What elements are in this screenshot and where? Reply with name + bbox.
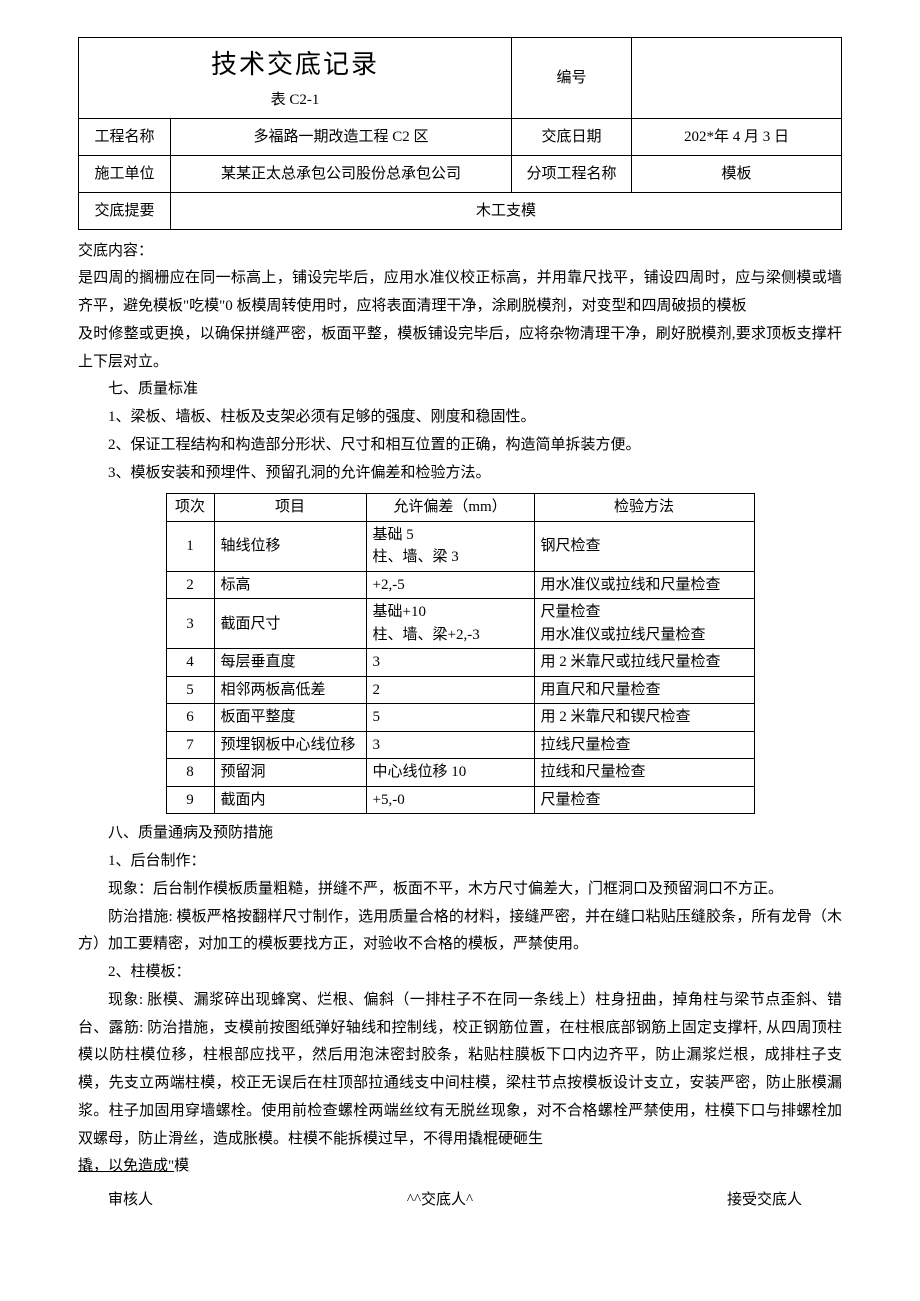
cell-item: 相邻两板高低差 [214,676,366,704]
content-label: 交底内容： [78,238,842,266]
sub-title: 2、柱模板： [78,959,842,987]
cell-item: 截面尺寸 [214,599,366,649]
table-row: 9截面内+5,-0尺量检查 [166,786,754,814]
th: 允许偏差（mm） [366,494,534,522]
cell-no: 9 [166,786,214,814]
cell-item: 标高 [214,571,366,599]
doc-title: 技术交底记录 [87,44,503,86]
cell-method: 尺量检查用水准仪或拉线尺量检查 [534,599,754,649]
table-row: 7预埋钢板中心线位移3拉线尺量检查 [166,731,754,759]
tolerance-table: 项次 项目 允许偏差（mm） 检验方法 1轴线位移基础 5柱、墙、梁 3钢尺检查… [166,493,755,814]
summary-value: 木工支模 [171,192,842,229]
table-row: 4每层垂直度3用 2 米靠尺或拉线尺量检查 [166,649,754,677]
th: 项目 [214,494,366,522]
cell-tolerance: 3 [366,731,534,759]
row-label: 工程名称 [79,118,171,155]
th: 项次 [166,494,214,522]
list-item: 3、模板安装和预埋件、预留孔洞的允许偏差和检验方法。 [78,460,842,488]
cell-no: 7 [166,731,214,759]
paragraph-text: 现象: 胀模、漏浆碎出现蜂窝、烂根、偏斜（一排柱子不在同一条线上）柱身扭曲，掉角… [78,987,842,1154]
paragraph: 防治措施: 模板严格按翻样尺寸制作，选用质量合格的材料，接缝严密，并在缝口粘贴压… [78,904,842,960]
signature-line: 审核人 ^^交底人^ 接受交底人 [78,1187,842,1215]
cell-no: 2 [166,571,214,599]
cell-item: 截面内 [214,786,366,814]
row-label: 分项工程名称 [512,155,632,192]
cell-tolerance: 基础 5柱、墙、梁 3 [366,521,534,571]
cell-method: 用水准仪或拉线和尺量检查 [534,571,754,599]
cell-tolerance: +5,-0 [366,786,534,814]
cell-no: 3 [166,599,214,649]
header-table: 技术交底记录 表 C2-1 编号 工程名称 多福路一期改造工程 C2 区 交底日… [78,37,842,230]
cell-no: 6 [166,704,214,732]
table-code: 表 C2-1 [87,88,503,112]
paragraph: 是四周的搁栅应在同一标高上，铺设完毕后，应用水准仪校正标高，并用靠尺找平，铺设四… [78,265,842,321]
cell-no: 8 [166,759,214,787]
reviewer-label: 审核人 [78,1187,319,1215]
cell-item: 预埋钢板中心线位移 [214,731,366,759]
serial-value [632,38,842,119]
cell-tolerance: 2 [366,676,534,704]
cell-method: 用 2 米靠尺或拉线尺量检查 [534,649,754,677]
th: 检验方法 [534,494,754,522]
cell-method: 用 2 米靠尺和锲尺检查 [534,704,754,732]
cell-no: 1 [166,521,214,571]
sub-title: 1、后台制作： [78,848,842,876]
table-row: 3截面尺寸基础+10柱、墙、梁+2,-3尺量检查用水准仪或拉线尺量检查 [166,599,754,649]
table-row: 5相邻两板高低差2用直尺和尺量检查 [166,676,754,704]
cell-method: 用直尺和尺量检查 [534,676,754,704]
cell-no: 4 [166,649,214,677]
cell-item: 预留洞 [214,759,366,787]
paragraph: 现象：后台制作模板质量粗糙，拼缝不严，板面不平，木方尺寸偏差大，门框洞口及预留洞… [78,876,842,904]
row-value: 模板 [632,155,842,192]
cell-item: 板面平整度 [214,704,366,732]
table-row: 2标高+2,-5用水准仪或拉线和尺量检查 [166,571,754,599]
paragraph: 及时修整或更换，以确保拼缝严密，板面平整，模板铺设完毕后，应将杂物清理干净，刷好… [78,321,842,377]
cell-method: 尺量检查 [534,786,754,814]
cell-item: 每层垂直度 [214,649,366,677]
cell-tolerance: +2,-5 [366,571,534,599]
row-value: 202*年 4 月 3 日 [632,118,842,155]
table-row: 6板面平整度5用 2 米靠尺和锲尺检查 [166,704,754,732]
paragraph: 现象: 胀模、漏浆碎出现蜂窝、烂根、偏斜（一排柱子不在同一条线上）柱身扭曲，掉角… [78,987,842,1181]
cell-method: 拉线和尺量检查 [534,759,754,787]
table-row: 1轴线位移基础 5柱、墙、梁 3钢尺检查 [166,521,754,571]
row-value: 多福路一期改造工程 C2 区 [171,118,512,155]
paragraph-tail: 模 [174,1158,189,1174]
section-title: 八、质量通病及预防措施 [78,820,842,848]
list-item: 1、梁板、墙板、柱板及支架必须有足够的强度、刚度和稳固性。 [78,404,842,432]
section-title: 七、质量标准 [78,376,842,404]
presenter-label: ^^交底人^ [319,1187,560,1215]
row-label: 交底日期 [512,118,632,155]
summary-label: 交底提要 [79,192,171,229]
serial-label: 编号 [512,38,632,119]
row-value: 某某正太总承包公司股份总承包公司 [171,155,512,192]
list-item: 2、保证工程结构和构造部分形状、尺寸和相互位置的正确，构造简单拆装方便。 [78,432,842,460]
table-row: 8预留洞中心线位移 10拉线和尺量检查 [166,759,754,787]
content-body: 交底内容： 是四周的搁栅应在同一标高上，铺设完毕后，应用水准仪校正标高，并用靠尺… [78,238,842,1215]
receiver-label: 接受交底人 [561,1187,842,1215]
cell-tolerance: 3 [366,649,534,677]
cell-no: 5 [166,676,214,704]
underlined-text: 撬，以免造成" [78,1158,174,1174]
cell-tolerance: 基础+10柱、墙、梁+2,-3 [366,599,534,649]
row-label: 施工单位 [79,155,171,192]
title-cell: 技术交底记录 表 C2-1 [79,38,512,119]
cell-tolerance: 5 [366,704,534,732]
cell-tolerance: 中心线位移 10 [366,759,534,787]
cell-item: 轴线位移 [214,521,366,571]
cell-method: 钢尺检查 [534,521,754,571]
cell-method: 拉线尺量检查 [534,731,754,759]
